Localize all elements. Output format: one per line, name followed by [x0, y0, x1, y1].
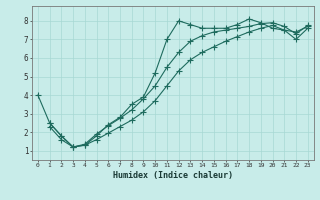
X-axis label: Humidex (Indice chaleur): Humidex (Indice chaleur)	[113, 171, 233, 180]
